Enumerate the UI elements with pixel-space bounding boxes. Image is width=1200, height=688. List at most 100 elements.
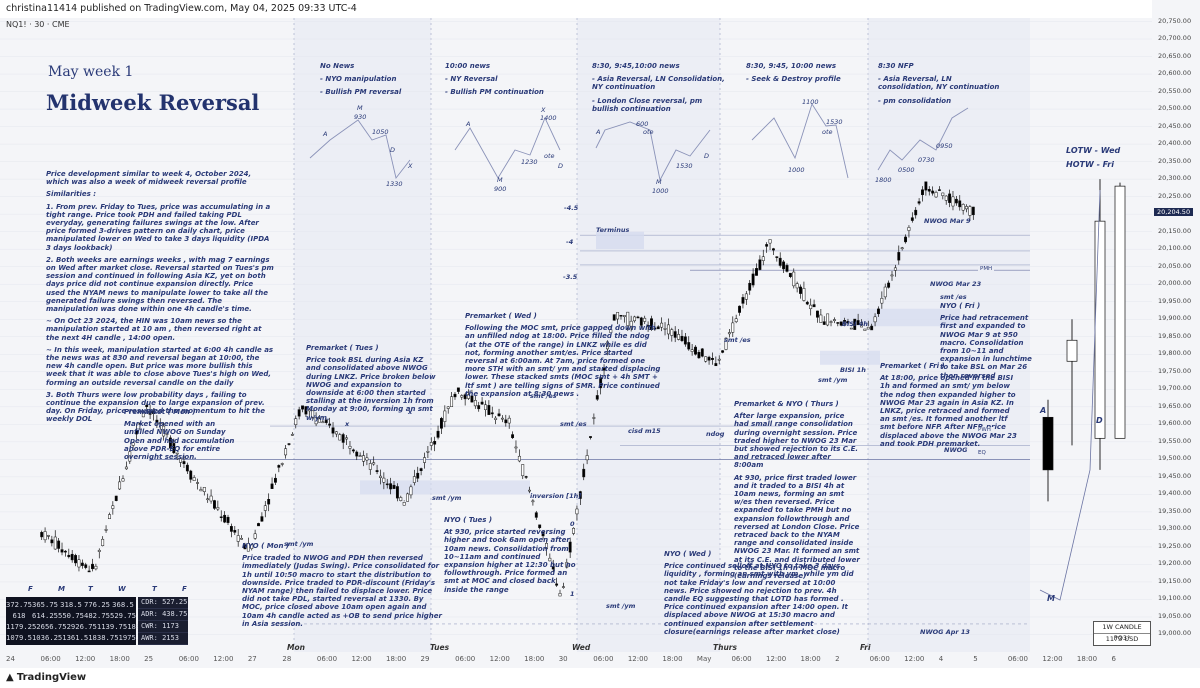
candle-body [185,464,189,472]
stats-cell: 368.5 [112,600,134,609]
time-tick: 06:00 [1007,655,1028,663]
candle-body [812,304,816,308]
candle-body [839,321,843,326]
stats-cell: 776.25 [84,600,110,609]
candle-body [792,271,796,287]
price-tick: 20,700.00 [1158,34,1192,43]
candle-body [240,538,244,540]
candle-body [897,252,901,261]
candle-body [775,256,779,258]
candle-body [494,417,498,420]
candle-body [578,491,582,499]
price-tick: 20,550.00 [1158,86,1192,95]
candle-body [179,458,183,463]
candle-body [687,342,691,350]
time-tick: 27 [247,655,257,663]
candle-body [324,419,328,423]
sk-fri-1800: 1800 [875,176,892,184]
time-tick: 4 [938,655,944,663]
price-tick: 19,150.00 [1158,576,1192,585]
sk-thu-ote: ote [822,128,833,136]
candle-body [528,489,531,492]
price-tick: 19,900.00 [1158,314,1192,323]
time-tick: 6 [1111,655,1116,663]
label-fib-5: 1 [570,590,575,598]
label-x-1: x [345,420,350,428]
candle-body [473,400,477,407]
candle-body [277,465,281,468]
candle-body [389,483,393,490]
price-tick: 20,250.00 [1158,191,1192,200]
candle-body [572,527,575,534]
candle-body [965,206,968,210]
time-tick: 06:00 [40,655,61,663]
news-tue: 10:00 news - NY Reversal - Bullish PM co… [445,62,565,97]
price-axis[interactable]: 20,750.00 20,700.00 20,650.00 20,600.00 20,5… [1152,0,1200,660]
premarket-wed: Premarket ( Wed ) Following the MOC smt,… [465,312,661,398]
label-fib-4: 0 [570,520,575,528]
price-tick: 19,200.00 [1158,559,1192,568]
candle-body [816,310,819,318]
candle-body [944,195,948,201]
stats-cell: 618 [12,611,26,620]
label-smt-es-4: smt /es [940,293,967,301]
price-tick: 19,250.00 [1158,541,1192,550]
sk-wed-1000: 1000 [652,187,669,195]
candle-body [321,421,325,424]
time-axis[interactable]: 24 06:00 12:00 18:00 25 06:00 12:00 27 28 06:00 12… [0,652,1152,666]
candle-body [541,532,545,537]
candle-body [108,514,111,520]
label-smt-es-3: smt /es [724,336,751,344]
candle-body [531,500,535,503]
candle-body [409,486,413,496]
candle-body [948,193,952,203]
nyo-fri: NYO ( Fri ) Price had retracement first … [940,302,1032,380]
candle-body [158,422,162,425]
candle-body [402,502,406,506]
candle-body [311,410,315,418]
range-stats-table: 372.75 365.75 318.5 776.25 368.5 618 614… [6,597,149,645]
candle-body [843,320,847,322]
title-main: Midweek Reversal [46,90,260,115]
candle-body [673,331,677,338]
candle-body [958,200,962,208]
candle-body [392,484,396,489]
price-tick: 19,800.00 [1158,349,1192,358]
candle-body [622,315,626,317]
candle-body [121,478,125,482]
candle-body [209,495,213,502]
candle-body [87,570,91,573]
candle-body [436,430,440,438]
time-tick: 12:00 [627,655,648,663]
candle-body [690,349,694,352]
intro-text: Price development similar to week 4, Oct… [46,170,252,187]
symbol-label[interactable]: NQ1! · 30 · CME [6,20,70,29]
label-fib-3: -3.5 [563,273,578,281]
candle-body [372,462,376,465]
news-mon-3: - Bullish PM reversal [320,88,402,97]
terminus-box [596,231,644,250]
candle-body [480,401,484,405]
price-tick: 20,750.00 [1158,16,1192,25]
time-tick: 12:00 [766,655,787,663]
candle-body [213,500,216,509]
stats-cell: 1889 [127,622,145,631]
price-chart[interactable] [0,0,1152,660]
price-tick: 19,600.00 [1158,419,1192,428]
stats-cell: 2656.75 [36,622,67,631]
candle-body [758,259,762,270]
stats-cell: 2926.75 [66,622,97,631]
bisi-1h-box [820,350,880,365]
sk-thu-1100: 1100 [802,98,819,106]
time-tick: May [696,655,712,663]
candle-body [575,508,579,515]
candle-body [653,327,657,330]
candle-body [128,451,132,462]
candle-body [666,324,670,335]
candle-body [440,418,443,429]
candle-box-title: 1W CANDLE PO3° [1102,623,1142,642]
footer: ▲ TradingView [0,668,1200,688]
sk-tue-a: A [466,120,471,128]
candle-body [202,487,206,492]
label-x-2: x [408,408,413,416]
